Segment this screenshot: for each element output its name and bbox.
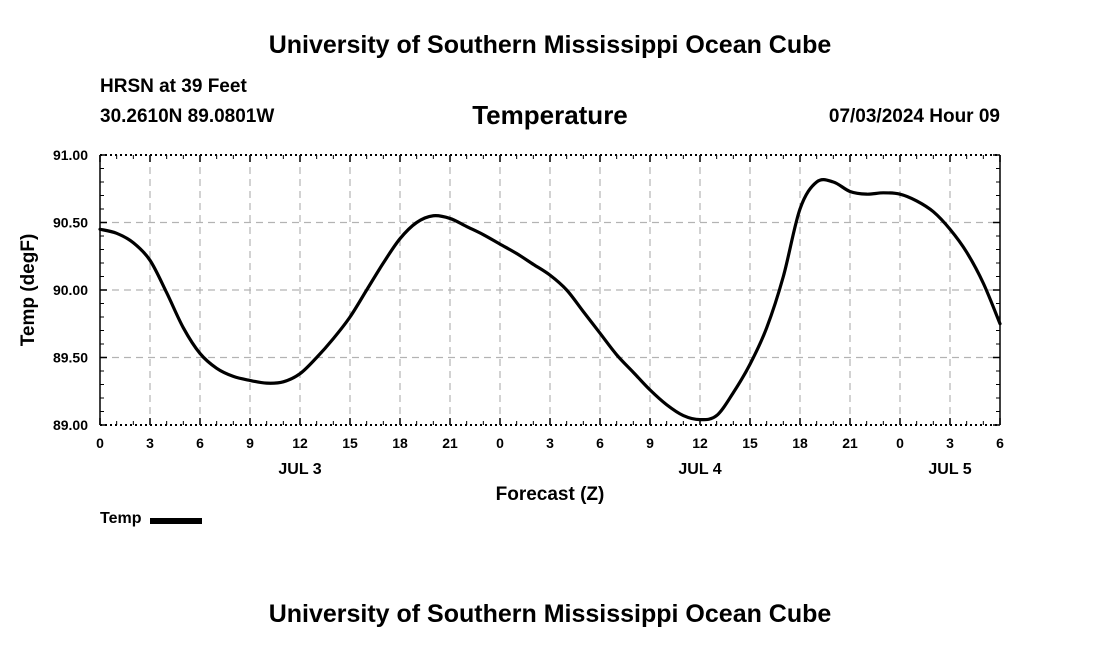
- x-tick-label: 9: [646, 435, 654, 451]
- y-tick-label: 91.00: [53, 147, 88, 163]
- x-tick-label: 12: [292, 435, 308, 451]
- x-tick-label: 3: [546, 435, 554, 451]
- x-tick-label: 9: [246, 435, 254, 451]
- footer-title: University of Southern Mississippi Ocean…: [268, 600, 832, 628]
- legend-swatch: [150, 517, 203, 524]
- x-axis-title: Forecast (Z): [496, 484, 605, 505]
- x-tick-label: 21: [442, 435, 458, 451]
- x-tick-label: 3: [146, 435, 154, 451]
- date-label: JUL 5: [928, 461, 971, 478]
- legend: Temp: [100, 510, 203, 528]
- station-label: HRSN at 39 Feet: [100, 76, 247, 97]
- x-tick-label: 3: [946, 435, 954, 451]
- x-tick-label: 6: [596, 435, 604, 451]
- series: [98, 178, 1002, 422]
- x-tick-label: 6: [196, 435, 204, 451]
- timestamp-label: 07/03/2024 Hour 09: [828, 106, 1000, 127]
- date-label: JUL 3: [278, 461, 321, 478]
- x-tick-label: 15: [342, 435, 358, 451]
- y-tick-label: 89.50: [53, 350, 88, 366]
- coordinates-label: 30.2610N 89.0801W: [100, 106, 275, 127]
- x-tick-label: 0: [96, 435, 104, 451]
- x-tick-label: 21: [842, 435, 858, 451]
- tick-marks: [99, 154, 1001, 426]
- chart-title: Temperature: [472, 100, 628, 130]
- x-tick-label: 18: [392, 435, 408, 451]
- x-tick-label: 12: [692, 435, 708, 451]
- x-tick-label: 0: [896, 435, 904, 451]
- y-tick-label: 89.00: [53, 417, 88, 433]
- y-tick-label: 90.50: [53, 215, 88, 231]
- page-title: University of Southern Mississippi Ocean…: [268, 31, 832, 59]
- tick-labels: 89.00 89.50 90.00 90.50 91.00 0 3 6 9 12 15 18 21 0 3 6…: [53, 147, 1004, 478]
- series-line-temp: [98, 178, 1002, 422]
- date-label: JUL 4: [678, 461, 721, 478]
- x-tick-label: 6: [996, 435, 1004, 451]
- y-axis-title: Temp (degF): [18, 234, 39, 347]
- x-tick-label: 18: [792, 435, 808, 451]
- x-tick-label: 0: [496, 435, 504, 451]
- x-tick-label: 15: [742, 435, 758, 451]
- y-tick-label: 90.00: [53, 282, 88, 298]
- grid: [100, 155, 1000, 425]
- legend-label: Temp: [100, 510, 142, 527]
